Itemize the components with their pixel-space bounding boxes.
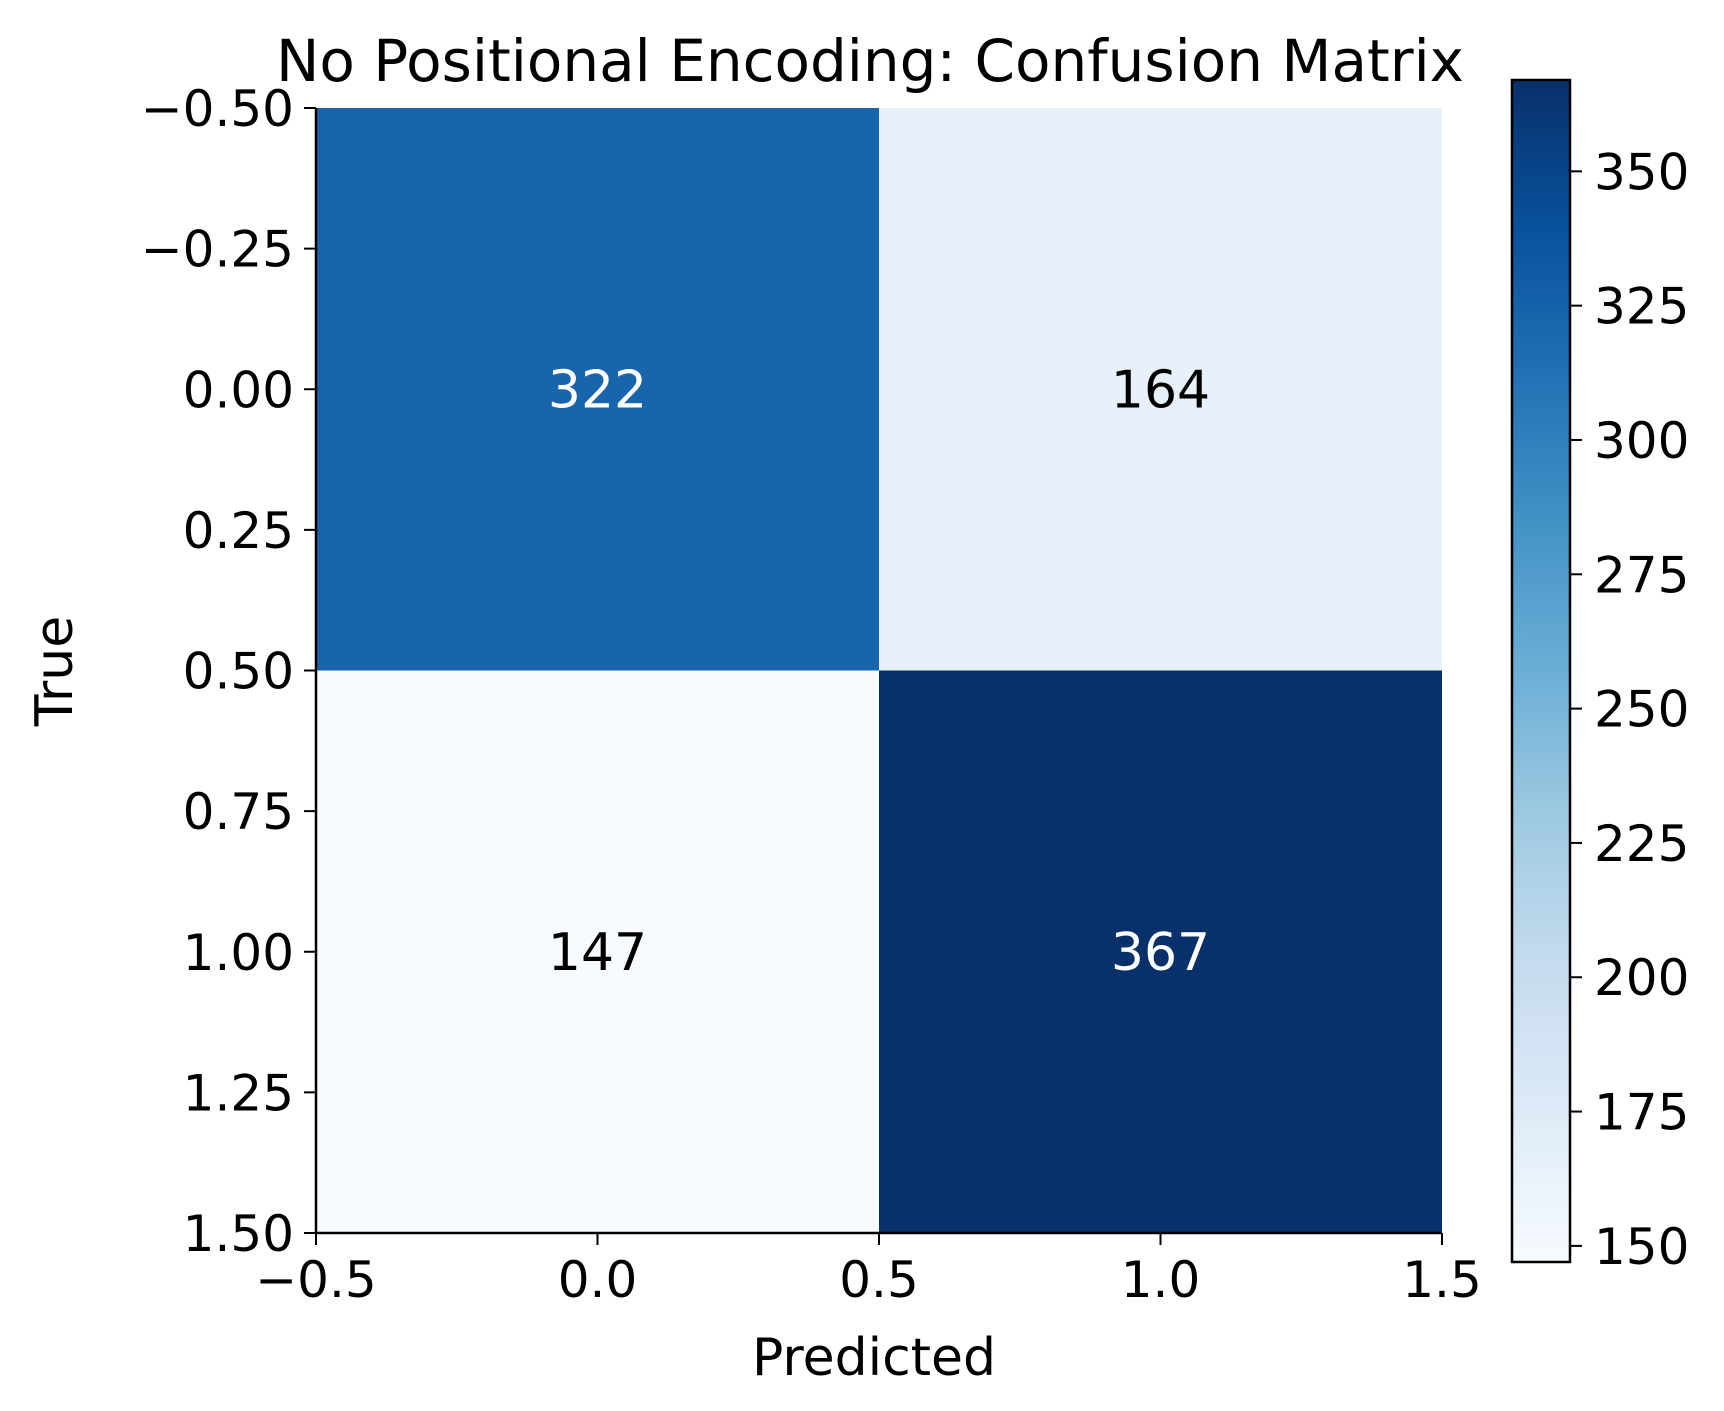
heatmap-cells (316, 108, 1442, 1233)
heatmap-cell (316, 670, 879, 1233)
cell-value-label: 147 (548, 923, 647, 983)
colorbar: 150 175 200 225 250 275 300 325 350 (1510, 78, 1689, 1276)
chart-title: No Positional Encoding: Confusion Matrix (276, 27, 1464, 95)
colorbar-tick-label: 325 (1594, 278, 1689, 336)
cell-annotations: 322 164 147 367 (548, 360, 1210, 983)
y-tick-label: 0.25 (183, 502, 294, 560)
colorbar-tick-label: 200 (1594, 949, 1689, 1007)
plot-axes: −0.5 0.0 0.5 1.0 1.5 −0.50 −0.25 0.00 0.25 0.50 0.… (141, 80, 1482, 1309)
cell-value-label: 164 (1111, 360, 1210, 420)
colorbar-gradient (1510, 78, 1572, 1264)
y-axis-label: True (25, 616, 85, 727)
y-tick-label: −0.25 (141, 221, 294, 279)
x-axis-label: Predicted (752, 1328, 996, 1388)
cell-value-label: 367 (1111, 923, 1210, 983)
colorbar-tick-label: 300 (1594, 412, 1689, 470)
x-tick-label: 1.5 (1402, 1251, 1482, 1309)
colorbar-tick-label: 175 (1594, 1084, 1689, 1142)
colorbar-tick-label: 150 (1594, 1218, 1689, 1276)
y-tick-label: 0.00 (183, 361, 294, 419)
y-tick-label: 1.50 (183, 1205, 294, 1263)
cell-value-label: 322 (548, 360, 647, 420)
x-tick-label: 0.5 (839, 1251, 919, 1309)
y-tick-label: 0.75 (183, 783, 294, 841)
colorbar-tick-label: 250 (1594, 681, 1689, 739)
heatmap-cell (879, 670, 1442, 1233)
colorbar-tick-label: 225 (1594, 815, 1689, 873)
x-tick-label: −0.5 (255, 1251, 376, 1309)
colorbar-tick-label: 275 (1594, 546, 1689, 604)
colorbar-tick-label: 350 (1594, 143, 1689, 201)
heatmap-cell (316, 108, 879, 671)
y-tick-label: 1.25 (183, 1064, 294, 1122)
heatmap-cell (879, 108, 1442, 671)
y-tick-label: 0.50 (183, 643, 294, 701)
x-tick-label: 0.0 (558, 1251, 638, 1309)
y-tick-label: 1.00 (183, 924, 294, 982)
x-tick-label: 1.0 (1121, 1251, 1201, 1309)
y-tick-label: −0.50 (141, 80, 294, 138)
